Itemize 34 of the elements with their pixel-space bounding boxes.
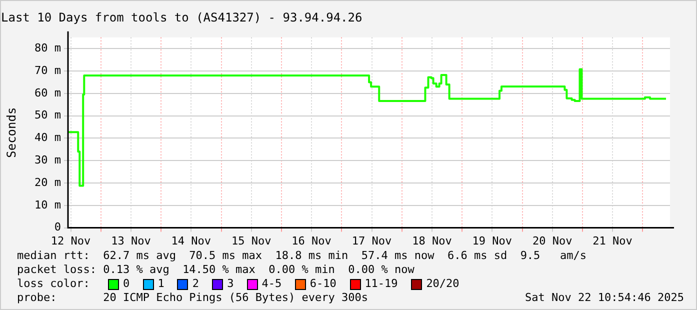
x-tick-label: 19 Nov bbox=[472, 234, 512, 248]
text: packet loss: 0.13 % avg 14.50 % max 0.00 % min 0.00 % now bbox=[17, 263, 414, 276]
text: 0 bbox=[123, 277, 130, 290]
text: probe: 20 ICMP Echo Pings (56 Bytes) every 300s bbox=[17, 291, 368, 304]
y-tick-label: 60 m bbox=[34, 86, 62, 100]
text: 11-19 bbox=[364, 277, 398, 290]
y-axis-title: Seconds bbox=[4, 107, 18, 158]
x-tick-label: 15 Nov bbox=[231, 234, 272, 248]
x-tick-label: 17 Nov bbox=[352, 234, 392, 248]
y-tick-label: 40 m bbox=[34, 131, 62, 144]
chart-title: Last 10 Days from tools to (AS41327) - 93.94.94.26 bbox=[1, 10, 362, 24]
x-tick-label: 21 Nov bbox=[592, 234, 633, 248]
y-tick-label: 0 bbox=[54, 220, 61, 234]
text: loss color: bbox=[17, 277, 90, 290]
text: Sat Nov 22 10:54:46 2025 bbox=[525, 291, 684, 304]
y-tick-label: 20 m bbox=[34, 176, 62, 189]
text: median rtt: 62.7 ms avg 70.5 ms max 18.8 ms min 57.4 ms now 6.6 ms sd 9.5 am/s bbox=[17, 249, 587, 262]
x-tick-label: 14 Nov bbox=[171, 234, 212, 248]
text: 4-5 bbox=[262, 277, 282, 290]
y-tick-label: 50 m bbox=[34, 108, 62, 122]
text: 6-10 bbox=[310, 277, 336, 290]
x-tick-label: 18 Nov bbox=[412, 234, 452, 248]
x-tick-label: 13 Nov bbox=[111, 234, 152, 248]
y-tick-label: 30 m bbox=[34, 153, 62, 166]
y-tick-label: 80 m bbox=[34, 41, 62, 54]
y-tick-label: 10 m bbox=[34, 198, 62, 212]
text: 20/20 bbox=[426, 277, 460, 290]
text: 1 bbox=[158, 277, 164, 290]
y-tick-label: 70 m bbox=[34, 64, 62, 77]
x-tick-label: 20 Nov bbox=[532, 234, 573, 248]
text: 3 bbox=[227, 277, 234, 290]
text: 2 bbox=[192, 277, 200, 290]
x-tick-label: 12 Nov bbox=[50, 234, 91, 248]
x-tick-label: 16 Nov bbox=[292, 234, 332, 248]
